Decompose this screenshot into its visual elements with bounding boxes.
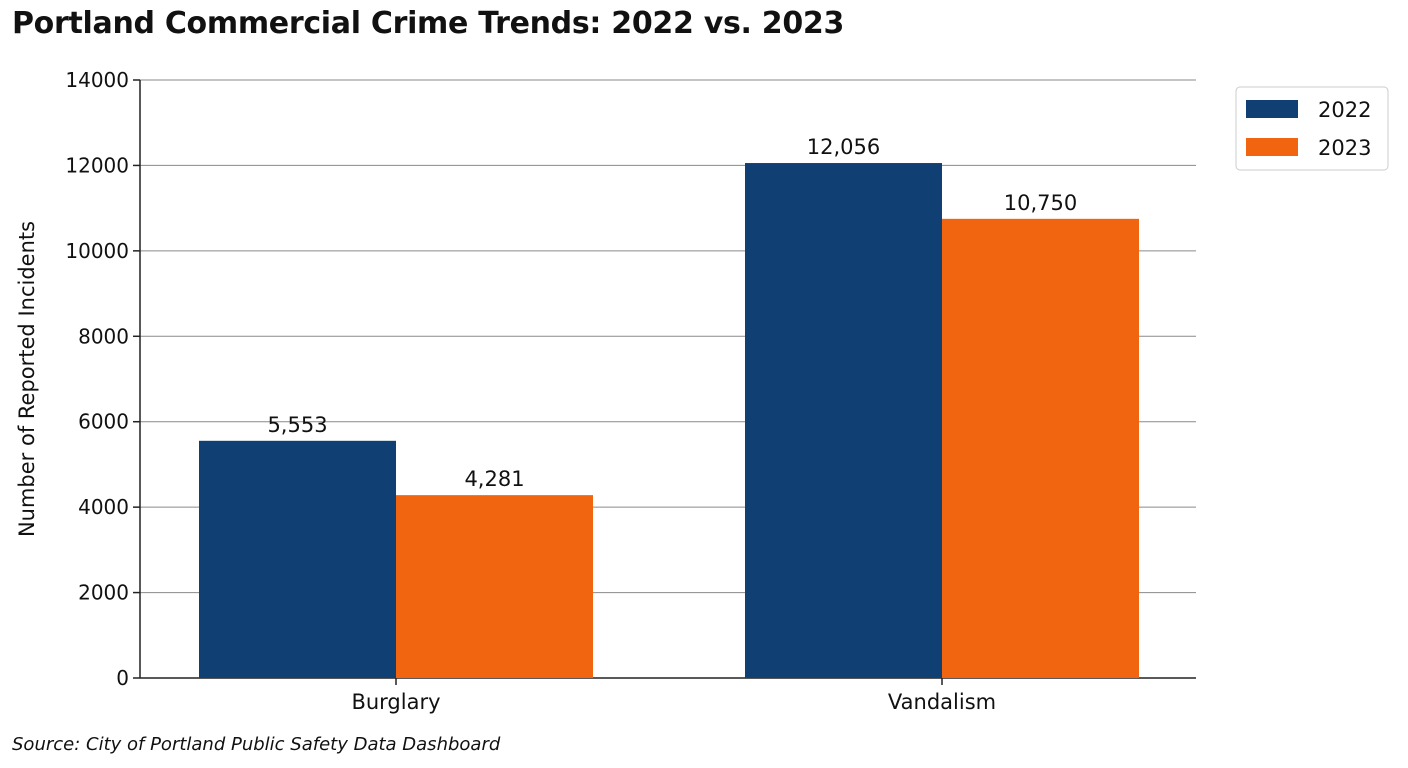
bar-burglary-2022 [199,440,396,678]
data-label: 4,281 [464,467,524,491]
x-tick-label: Burglary [351,690,440,714]
data-label: 5,553 [267,413,327,437]
legend-label: 2023 [1318,136,1371,160]
y-tick-label: 4000 [78,495,129,519]
data-label: 10,750 [1004,191,1077,215]
y-tick-label: 12000 [65,153,129,177]
legend-label: 2022 [1318,98,1371,122]
y-tick-label: 6000 [78,410,129,434]
y-axis-label: Number of Reported Incidents [15,221,39,537]
legend-swatch-2022 [1246,100,1298,118]
y-tick-label: 0 [116,666,129,690]
y-tick-label: 8000 [78,324,129,348]
source-note: Source: City of Portland Public Safety D… [12,734,501,755]
bar-vandalism-2023 [942,218,1139,679]
bar-burglary-2023 [396,495,593,678]
bar-vandalism-2022 [745,163,942,679]
legend-swatch-2023 [1246,138,1298,156]
chart-title: Portland Commercial Crime Trends: 2022 v… [12,6,845,41]
x-tick-label: Vandalism [888,690,996,714]
y-tick-label: 2000 [78,581,129,605]
y-tick-label: 10000 [65,239,129,263]
data-label: 12,056 [807,135,880,159]
y-tick-label: 14000 [65,68,129,92]
